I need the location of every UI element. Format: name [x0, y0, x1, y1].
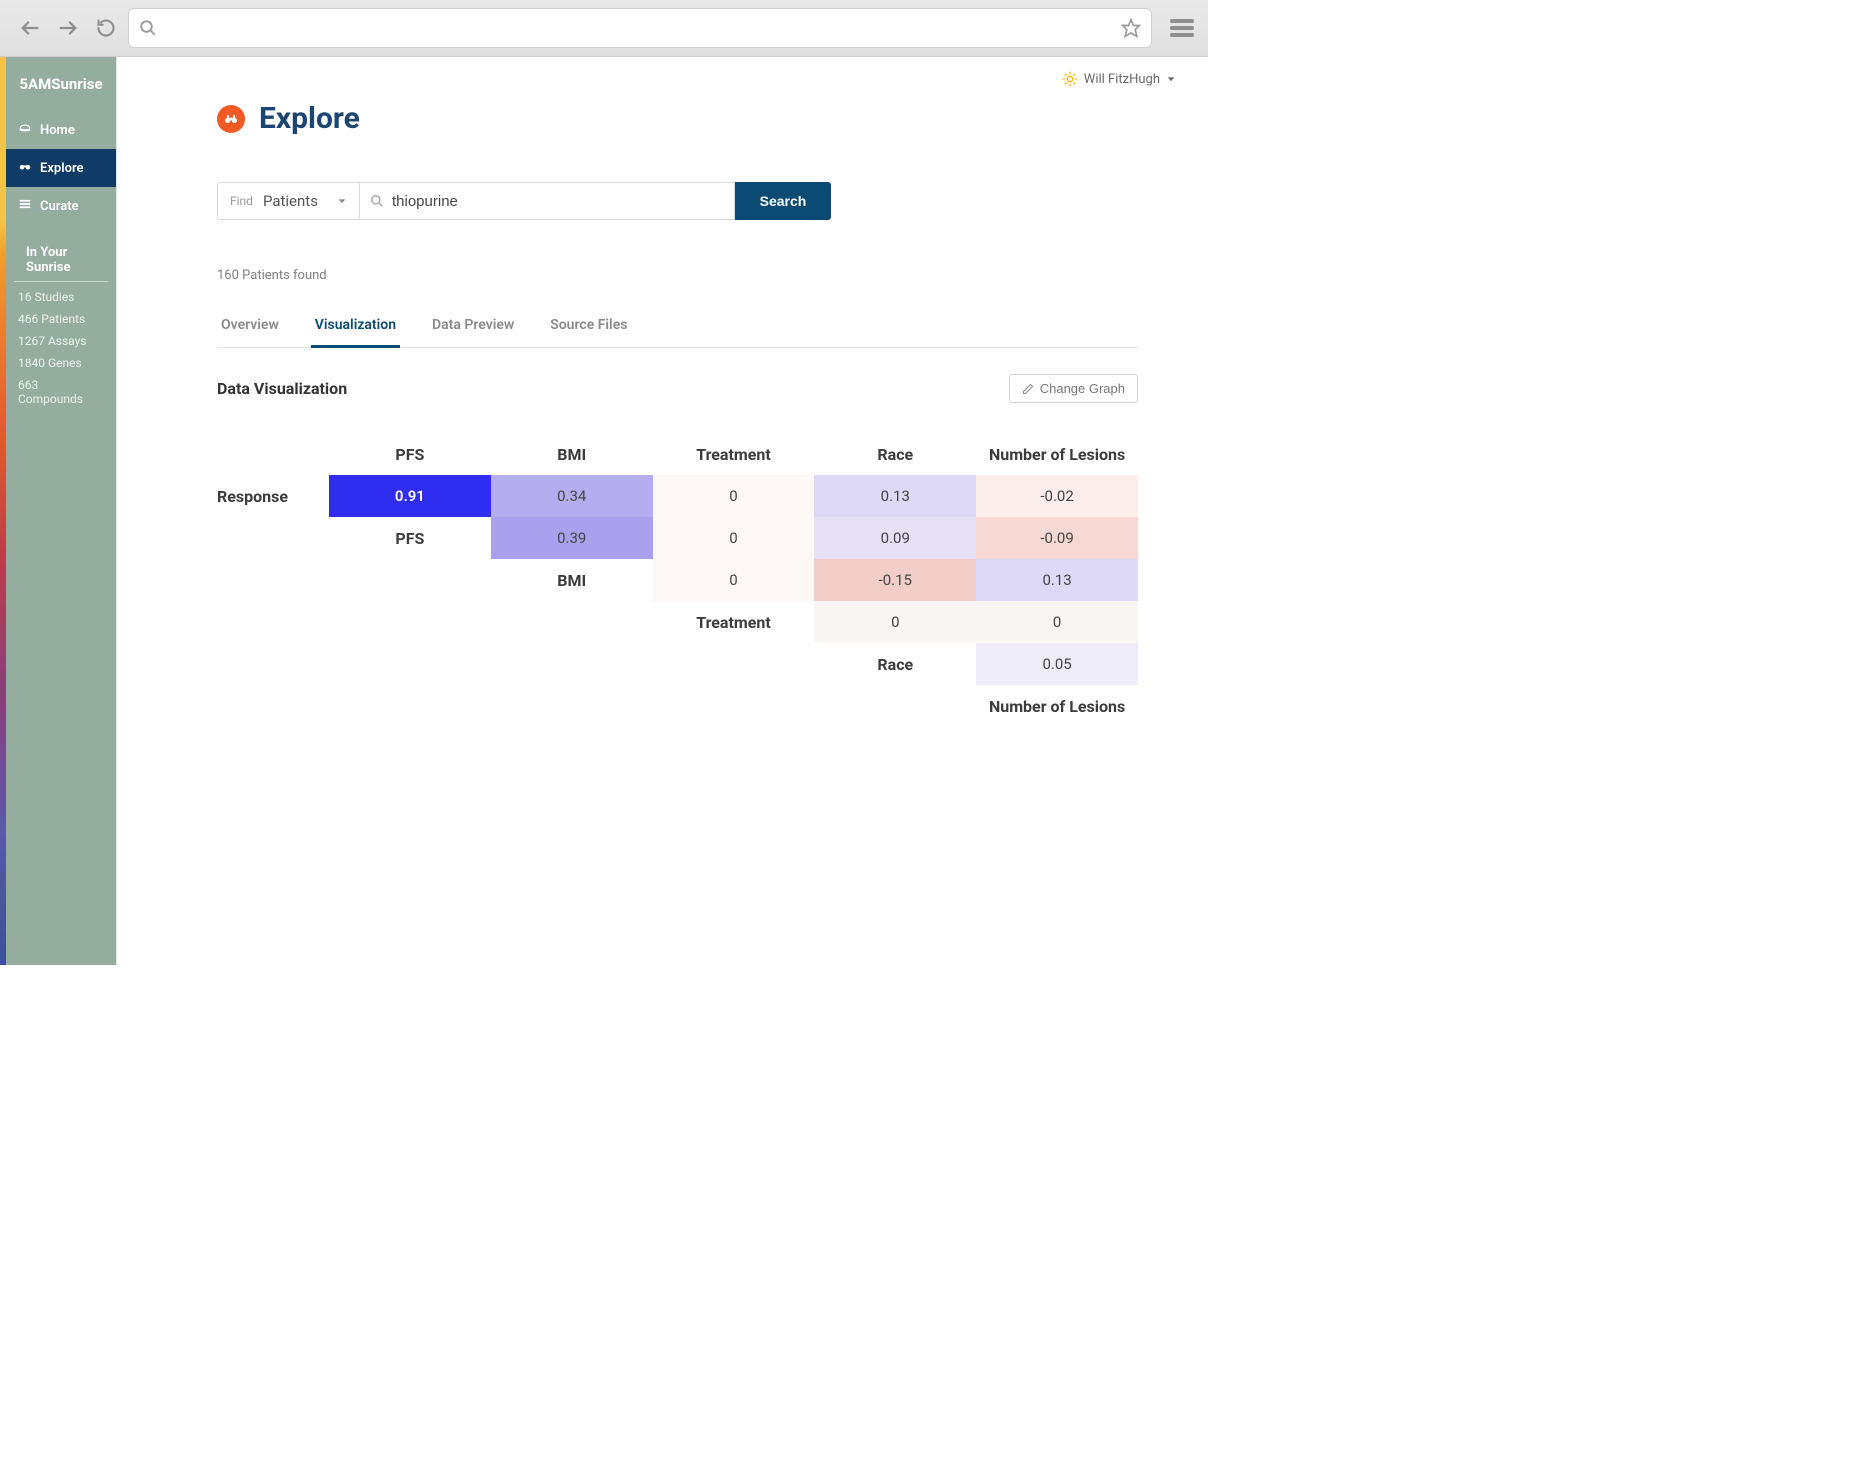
find-select[interactable]: Find Patients	[217, 182, 359, 220]
matrix-row-label: Response	[217, 475, 329, 517]
matrix-cell[interactable]: 0.13	[814, 475, 976, 517]
chevron-down-icon	[1166, 74, 1176, 84]
user-name: Will FitzHugh	[1084, 72, 1160, 87]
sidebar-item-explore[interactable]: Explore	[6, 149, 116, 187]
forward-button[interactable]	[52, 12, 84, 44]
find-label: Find	[230, 194, 253, 208]
change-graph-button[interactable]: Change Graph	[1009, 374, 1138, 403]
sidebar-item-label: Home	[40, 123, 75, 138]
sidebar-item-curate[interactable]: Curate	[6, 187, 116, 225]
page-heading: Explore	[259, 101, 360, 136]
search-icon	[370, 194, 384, 208]
pencil-icon	[1022, 383, 1034, 395]
matrix-row-label: Number of Lesions	[976, 685, 1138, 727]
tab-source-files[interactable]: Source Files	[546, 317, 631, 347]
correlation-matrix: PFSBMITreatmentRaceNumber of LesionsResp…	[217, 433, 1138, 727]
matrix-cell[interactable]: 0	[976, 601, 1138, 643]
matrix-row-label: Treatment	[653, 601, 815, 643]
matrix-cell[interactable]: 0.34	[491, 475, 653, 517]
search-button[interactable]: Search	[735, 182, 831, 220]
matrix-cell[interactable]: 0	[653, 559, 815, 601]
matrix-cell[interactable]: 0	[653, 475, 815, 517]
content: Will FitzHugh Explore Find Patients	[116, 57, 1208, 965]
sidebar-stat[interactable]: 663 Compounds	[6, 374, 116, 410]
binoculars-icon	[217, 105, 245, 133]
user-menu[interactable]: Will FitzHugh	[117, 57, 1208, 87]
matrix-col-header: Treatment	[653, 433, 815, 475]
chevron-down-icon	[337, 196, 347, 206]
matrix-row-label: BMI	[491, 559, 653, 601]
sun-icon	[1062, 71, 1078, 87]
matrix-cell[interactable]: 0	[653, 517, 815, 559]
tab-data-preview[interactable]: Data Preview	[428, 317, 518, 347]
explore-icon	[18, 159, 32, 177]
menu-icon[interactable]	[1170, 19, 1194, 37]
tab-overview[interactable]: Overview	[217, 317, 283, 347]
back-button[interactable]	[14, 12, 46, 44]
sidebar-stat[interactable]: 466 Patients	[6, 308, 116, 330]
viz-title: Data Visualization	[217, 379, 347, 398]
curate-icon	[18, 197, 32, 215]
address-bar[interactable]	[128, 8, 1152, 48]
matrix-cell[interactable]: 0.13	[976, 559, 1138, 601]
matrix-cell[interactable]: -0.15	[814, 559, 976, 601]
sidebar-item-label: Curate	[40, 199, 79, 214]
tab-visualization[interactable]: Visualization	[311, 317, 400, 348]
sidebar-section-title: In Your Sunrise	[14, 235, 108, 282]
sidebar-stat[interactable]: 1267 Assays	[6, 330, 116, 352]
sidebar-item-home[interactable]: Home	[6, 111, 116, 149]
sidebar: 5AMSunrise Home Explore Curate In Your Sun…	[6, 57, 116, 965]
matrix-cell[interactable]: 0	[814, 601, 976, 643]
matrix-col-header: Number of Lesions	[976, 433, 1138, 475]
matrix-cell[interactable]: -0.09	[976, 517, 1138, 559]
search-input-wrap	[359, 182, 735, 220]
browser-chrome	[0, 0, 1208, 57]
page-title: Explore	[217, 101, 1138, 136]
matrix-cell[interactable]: 0.05	[976, 643, 1138, 685]
star-icon[interactable]	[1121, 18, 1141, 38]
matrix-cell[interactable]: 0.39	[491, 517, 653, 559]
home-icon	[18, 121, 32, 139]
matrix-row-label: PFS	[329, 517, 491, 559]
tabs: Overview Visualization Data Preview Source …	[217, 317, 1138, 348]
matrix-cell[interactable]: 0.09	[814, 517, 976, 559]
brand-logo[interactable]: 5AMSunrise	[6, 57, 116, 111]
matrix-cell[interactable]: -0.02	[976, 475, 1138, 517]
sidebar-stat[interactable]: 16 Studies	[6, 286, 116, 308]
matrix-cell[interactable]: 0.91	[329, 475, 491, 517]
results-count: 160 Patients found	[217, 268, 1138, 283]
sidebar-item-label: Explore	[40, 161, 84, 176]
matrix-col-header: BMI	[491, 433, 653, 475]
matrix-col-header: PFS	[329, 433, 491, 475]
search-input[interactable]	[392, 193, 724, 210]
sidebar-stat[interactable]: 1840 Genes	[6, 352, 116, 374]
search-row: Find Patients Search	[217, 182, 1138, 220]
find-value: Patients	[263, 192, 327, 210]
matrix-row-label: Race	[814, 643, 976, 685]
change-graph-label: Change Graph	[1040, 381, 1125, 396]
matrix-col-header: Race	[814, 433, 976, 475]
reload-button[interactable]	[90, 12, 122, 44]
